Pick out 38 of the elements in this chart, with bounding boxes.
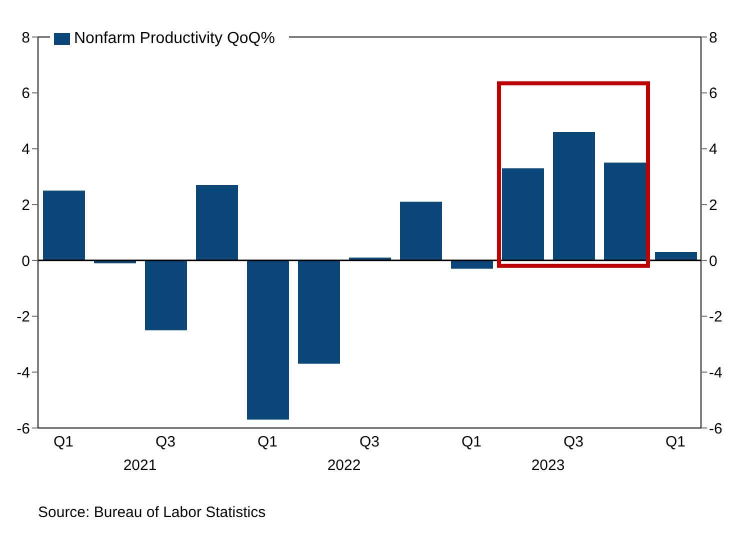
- y2-tick-label: -2: [709, 308, 722, 326]
- x-tick-label: Q1: [53, 434, 74, 451]
- text: 2021: [123, 457, 157, 474]
- y-tick-label: -4: [16, 364, 30, 382]
- x-tick-label: Q3: [359, 434, 380, 451]
- y-tick-label: 6: [22, 85, 30, 102]
- y-tick-label: -2: [16, 308, 30, 326]
- legend-label: Nonfarm Productivity QoQ%: [74, 30, 275, 47]
- bar: [247, 260, 289, 420]
- source-note: Source: Bureau of Labor Statistics: [38, 504, 267, 521]
- y-tick-label: -6: [16, 420, 30, 438]
- x-tick-label: Q3: [155, 434, 176, 451]
- bar: [298, 260, 340, 364]
- bar: [196, 185, 238, 260]
- bar: [553, 132, 595, 260]
- x-tick-label: Q1: [665, 434, 686, 451]
- text: 2023: [531, 457, 565, 474]
- y-tick-label: 8: [22, 29, 30, 46]
- text: 2022: [327, 457, 361, 474]
- y-tick-label: 0: [22, 252, 30, 270]
- bar: [145, 260, 187, 330]
- y2-tick-label: 6: [709, 85, 718, 102]
- y2-tick-label: 2: [709, 196, 718, 214]
- y-tick-label: 4: [22, 141, 30, 158]
- x-tick-label: Q1: [257, 434, 278, 451]
- bar: [604, 162, 646, 260]
- y2-tick-label: 0: [709, 252, 718, 270]
- y2-tick-label: 8: [709, 29, 718, 46]
- bar: [451, 260, 493, 269]
- y-tick-label: 2: [22, 196, 30, 214]
- y2-tick-label: 4: [709, 141, 718, 158]
- bar: [502, 168, 544, 260]
- bar: [43, 190, 85, 260]
- y2-tick-label: -6: [709, 420, 722, 438]
- x-tick-label: Q1: [461, 434, 482, 451]
- x-tick-label: Q3: [563, 434, 584, 451]
- bar: [400, 202, 442, 260]
- y2-tick-label: -4: [709, 364, 722, 382]
